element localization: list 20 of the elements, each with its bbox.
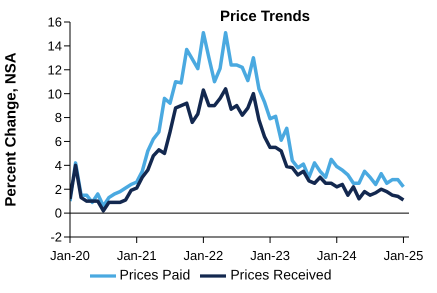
legend-label: Prices Paid [120, 266, 190, 283]
y-tick-label: -2 [50, 230, 62, 245]
y-tick-label: 12 [48, 62, 62, 78]
y-axis-title: Percent Change, NSA [2, 52, 20, 207]
y-tick-label: 6 [54, 134, 62, 150]
x-tick-label: Jan-22 [184, 248, 224, 264]
y-tick-label: 14 [48, 38, 62, 54]
x-tick-label: Jan-23 [250, 248, 290, 264]
y-tick-label: 0 [54, 206, 62, 221]
y-tick-label: 10 [48, 86, 62, 102]
x-tick-label: Jan-20 [50, 248, 90, 264]
x-tick-label: Jan-25 [384, 248, 424, 264]
x-tick-label: Jan-21 [116, 248, 157, 264]
legend-label: Prices Received [230, 266, 332, 283]
y-tick-label: 4 [54, 158, 62, 173]
y-tick-label: 2 [54, 182, 62, 197]
y-tick-label: 8 [54, 110, 62, 126]
x-tick-label: Jan-24 [316, 248, 357, 264]
y-tick-label: 16 [48, 14, 62, 30]
chart-title: Price Trends [218, 8, 312, 25]
